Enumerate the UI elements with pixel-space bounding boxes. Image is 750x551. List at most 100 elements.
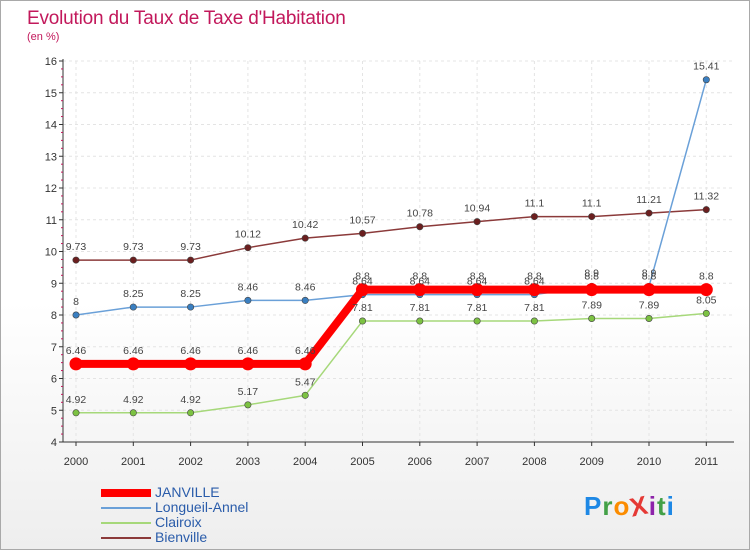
chart-legend: JANVILLE Longueil-Annel Clairoix Bienville bbox=[101, 485, 248, 545]
data-label: 8.05 bbox=[696, 294, 717, 306]
data-label: 8.46 bbox=[295, 281, 316, 293]
data-point bbox=[413, 283, 427, 297]
data-point bbox=[187, 409, 195, 417]
data-point bbox=[358, 317, 366, 325]
x-tick-label: 2007 bbox=[465, 456, 489, 468]
data-point bbox=[241, 357, 255, 371]
series-bienville bbox=[72, 206, 710, 264]
x-tick-label: 2003 bbox=[236, 456, 260, 468]
data-point bbox=[645, 314, 653, 322]
legend-label: JANVILLE bbox=[155, 484, 220, 500]
y-tick-label: 11 bbox=[46, 215, 57, 227]
data-label: 7.81 bbox=[352, 302, 373, 314]
data-label: 11.1 bbox=[582, 198, 602, 210]
data-point bbox=[129, 303, 137, 311]
y-tick-label: 10 bbox=[45, 247, 57, 259]
series-line-janville bbox=[72, 285, 711, 368]
legend-swatch bbox=[101, 506, 151, 509]
data-point bbox=[244, 244, 252, 252]
data-label: 8.64 bbox=[467, 276, 488, 288]
data-label: 15.41 bbox=[693, 61, 719, 73]
grid bbox=[63, 60, 734, 443]
data-label: 5.47 bbox=[295, 376, 316, 388]
data-point bbox=[530, 213, 538, 221]
data-point bbox=[642, 283, 656, 297]
data-point bbox=[187, 256, 195, 264]
data-point bbox=[298, 357, 312, 371]
series-longueil-annel bbox=[72, 76, 710, 319]
legend-item: Bienville bbox=[101, 530, 248, 545]
data-label: 10.42 bbox=[292, 219, 318, 231]
legend-label: Clairoix bbox=[155, 514, 202, 530]
data-label: 8.8 bbox=[412, 271, 427, 283]
chart-subtitle: (en %) bbox=[27, 31, 60, 43]
x-tick-label: 2000 bbox=[64, 456, 88, 468]
y-tick-label: 4 bbox=[51, 437, 57, 449]
data-point bbox=[301, 391, 309, 399]
x-tick-label: 2002 bbox=[178, 456, 202, 468]
data-point bbox=[473, 317, 481, 325]
data-label: 8.25 bbox=[180, 288, 201, 300]
data-point bbox=[702, 206, 710, 214]
data-point bbox=[699, 283, 713, 297]
data-label: 8.25 bbox=[123, 288, 144, 300]
y-tick-label: 9 bbox=[51, 278, 57, 290]
data-label: 10.94 bbox=[464, 203, 490, 215]
data-label: 10.12 bbox=[235, 229, 261, 241]
data-label: 8.8 bbox=[584, 271, 599, 283]
series-line-longueil-annel bbox=[75, 78, 708, 316]
data-label: 4.92 bbox=[66, 394, 87, 406]
data-point bbox=[530, 317, 538, 325]
x-tick-label: 2006 bbox=[408, 456, 432, 468]
legend-label: Longueil-Annel bbox=[155, 499, 249, 515]
series-line-clairoix bbox=[75, 312, 708, 414]
data-label: 7.81 bbox=[410, 302, 431, 314]
data-point bbox=[702, 309, 710, 317]
legend-swatch bbox=[101, 521, 151, 524]
proxiti-logo: ProXiti bbox=[584, 489, 675, 522]
data-label: 8 bbox=[73, 296, 79, 308]
x-tick-label: 2001 bbox=[121, 456, 145, 468]
data-point bbox=[126, 357, 140, 371]
data-label: 8.8 bbox=[699, 271, 714, 283]
data-point bbox=[527, 283, 541, 297]
data-label: 5.17 bbox=[238, 386, 259, 398]
data-label: 10.57 bbox=[349, 214, 375, 226]
data-label: 7.81 bbox=[524, 302, 545, 314]
legend-item: Longueil-Annel bbox=[101, 500, 248, 515]
data-label: 8.8 bbox=[642, 271, 657, 283]
data-point bbox=[244, 296, 252, 304]
data-point bbox=[585, 283, 599, 297]
data-label: 9.73 bbox=[123, 241, 144, 253]
y-tick-label: 13 bbox=[45, 151, 57, 163]
data-label: 7.81 bbox=[467, 302, 488, 314]
data-point bbox=[129, 409, 137, 417]
y-tick-label: 16 bbox=[45, 56, 57, 68]
y-tick-label: 15 bbox=[45, 88, 57, 100]
data-point bbox=[645, 209, 653, 217]
x-tick-label: 2004 bbox=[293, 456, 317, 468]
data-label: 8.8 bbox=[527, 271, 542, 283]
data-label: 10.78 bbox=[407, 208, 433, 220]
data-point bbox=[588, 314, 596, 322]
x-tick-label: 2009 bbox=[579, 456, 603, 468]
data-label: 9.73 bbox=[180, 241, 201, 253]
data-point bbox=[416, 317, 424, 325]
series-line-bienville bbox=[75, 208, 708, 261]
data-point bbox=[72, 409, 80, 417]
data-label: 6.46 bbox=[180, 345, 201, 357]
logo-letter: P bbox=[584, 491, 603, 521]
data-label: 8.64 bbox=[352, 276, 373, 288]
data-point bbox=[588, 213, 596, 221]
data-point bbox=[129, 256, 137, 264]
series-clairoix bbox=[72, 309, 710, 417]
data-point bbox=[72, 311, 80, 319]
y-tick-label: 5 bbox=[51, 405, 57, 417]
legend-swatch bbox=[101, 488, 151, 497]
data-label: 6.46 bbox=[66, 345, 87, 357]
data-label: 11.21 bbox=[636, 194, 662, 206]
y-tick-label: 12 bbox=[45, 183, 57, 195]
data-label: 8.64 bbox=[410, 276, 431, 288]
y-tick-label: 8 bbox=[51, 310, 57, 322]
